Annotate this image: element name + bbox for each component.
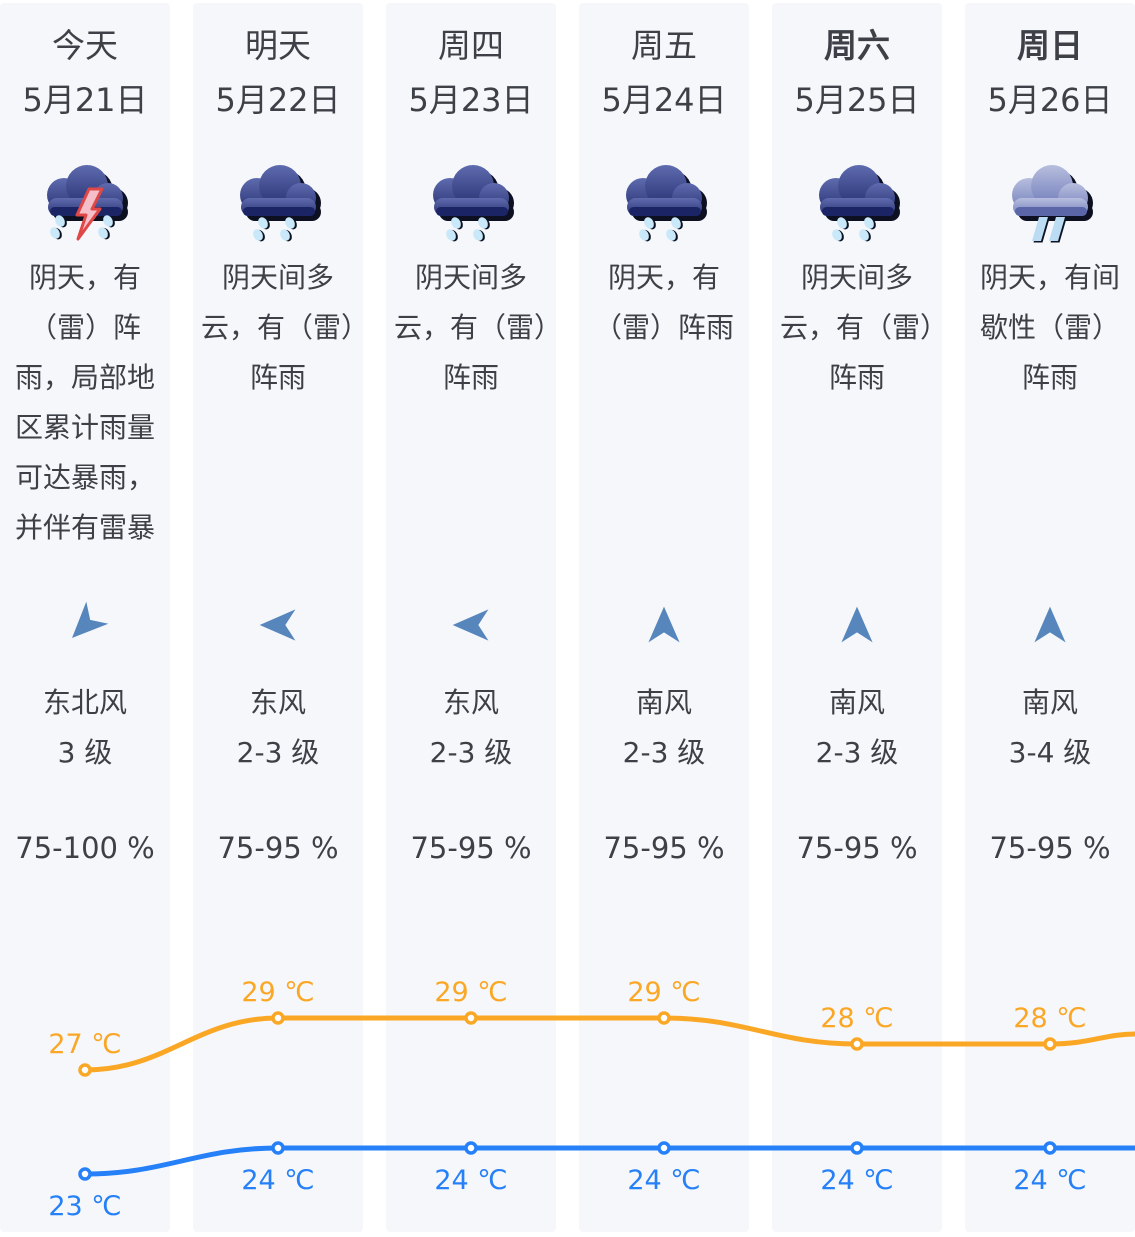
humidity-range: 75-95 % <box>989 831 1111 865</box>
weather-description: 阴天间多云，有（雷）阵雨 <box>200 261 355 394</box>
wind-level-label: 2-3 级 <box>236 736 320 769</box>
day-name: 周六 <box>824 26 890 65</box>
wind-info: 南风 2-3 级 <box>772 678 942 778</box>
wind-level-label: 2-3 级 <box>815 736 899 769</box>
forecast-day-column[interactable]: 周四 5月23日 阴天间多云，有（雷）阵雨 东风 2-3 级 75-95 % <box>386 3 556 1232</box>
weather-description: 阴天，有（雷）阵雨，局部地区累计雨量可达暴雨，并伴有雷暴 <box>14 261 155 544</box>
weather-description: 阴天间多云，有（雷）阵雨 <box>779 261 934 394</box>
day-name: 明天 <box>245 26 311 65</box>
cloud-showers-icon <box>965 153 1135 249</box>
wind-info: 南风 3-4 级 <box>965 678 1135 778</box>
wind-info: 东北风 3 级 <box>0 678 170 778</box>
svg-text:29 ℃: 29 ℃ <box>627 977 700 1008</box>
day-date: 5月23日 <box>408 81 534 119</box>
humidity-range: 75-95 % <box>410 831 532 865</box>
wind-direction-label: 南风 <box>1021 686 1078 719</box>
weather-description: 阴天间多云，有（雷）阵雨 <box>393 261 548 394</box>
svg-text:24 ℃: 24 ℃ <box>241 1165 314 1196</box>
svg-text:27 ℃: 27 ℃ <box>48 1029 121 1060</box>
svg-text:28 ℃: 28 ℃ <box>1013 1003 1086 1034</box>
svg-text:23 ℃: 23 ℃ <box>48 1191 121 1222</box>
wind-info: 南风 2-3 级 <box>579 678 749 778</box>
day-name: 今天 <box>52 26 118 65</box>
svg-text:24 ℃: 24 ℃ <box>434 1165 507 1196</box>
svg-text:29 ℃: 29 ℃ <box>241 977 314 1008</box>
svg-text:24 ℃: 24 ℃ <box>820 1165 893 1196</box>
humidity-range: 75-95 % <box>796 831 918 865</box>
wind-direction-label: 东北风 <box>42 686 127 719</box>
weather-description: 阴天，有（雷）阵雨 <box>593 261 734 344</box>
wind-level-label: 2-3 级 <box>622 736 706 769</box>
cloud-thunder-rain-icon <box>0 153 170 249</box>
forecast-day-column[interactable]: 周日 5月26日 阴天，有间歇性（雷）阵雨 南风 3-4 级 75-95 % <box>965 3 1135 1232</box>
weather-description: 阴天，有间歇性（雷）阵雨 <box>979 261 1120 394</box>
day-date: 5月24日 <box>601 81 727 119</box>
forecast-day-column[interactable]: 今天 5月21日 阴天，有（雷）阵雨，局部地区累计雨量可达暴雨，并伴有雷暴 东北… <box>0 3 170 1232</box>
wind-direction-icon <box>386 597 556 653</box>
svg-text:29 ℃: 29 ℃ <box>434 977 507 1008</box>
wind-direction-label: 东风 <box>442 686 499 719</box>
humidity-range: 75-95 % <box>217 831 339 865</box>
wind-direction-icon <box>965 597 1135 653</box>
wind-direction-label: 南风 <box>828 686 885 719</box>
forecast-day-column[interactable]: 周五 5月24日 阴天，有（雷）阵雨 南风 2-3 级 75-95 % <box>579 3 749 1232</box>
forecast-day-column[interactable]: 周六 5月25日 阴天间多云，有（雷）阵雨 南风 2-3 级 75-95 % <box>772 3 942 1232</box>
cloud-rain-icon <box>386 153 556 249</box>
day-name: 周五 <box>631 26 697 65</box>
day-date: 5月22日 <box>215 81 341 119</box>
wind-level-label: 2-3 级 <box>429 736 513 769</box>
cloud-rain-icon <box>193 153 363 249</box>
svg-text:28 ℃: 28 ℃ <box>820 1003 893 1034</box>
wind-direction-icon <box>0 597 170 653</box>
wind-level-label: 3 级 <box>57 736 113 769</box>
humidity-range: 75-95 % <box>603 831 725 865</box>
day-name: 周四 <box>438 26 504 65</box>
wind-direction-label: 东风 <box>249 686 306 719</box>
temperature-chart: 27 ℃ 29 ℃ 29 ℃ 29 ℃ 28 ℃ 28 ℃ 23 ℃ 24 ℃ 24 ℃ 24 ℃… <box>48 977 1135 1222</box>
svg-text:24 ℃: 24 ℃ <box>1013 1165 1086 1196</box>
day-date: 5月25日 <box>794 81 920 119</box>
day-date: 5月21日 <box>22 81 148 119</box>
cloud-rain-icon <box>579 153 749 249</box>
svg-text:24 ℃: 24 ℃ <box>627 1165 700 1196</box>
wind-info: 东风 2-3 级 <box>386 678 556 778</box>
wind-direction-label: 南风 <box>635 686 692 719</box>
wind-level-label: 3-4 级 <box>1008 736 1092 769</box>
wind-info: 东风 2-3 级 <box>193 678 363 778</box>
day-name: 周日 <box>1017 26 1083 65</box>
humidity-range: 75-100 % <box>15 831 155 865</box>
cloud-rain-icon <box>772 153 942 249</box>
wind-direction-icon <box>193 597 363 653</box>
wind-direction-icon <box>772 597 942 653</box>
day-date: 5月26日 <box>987 81 1113 119</box>
wind-direction-icon <box>579 597 749 653</box>
